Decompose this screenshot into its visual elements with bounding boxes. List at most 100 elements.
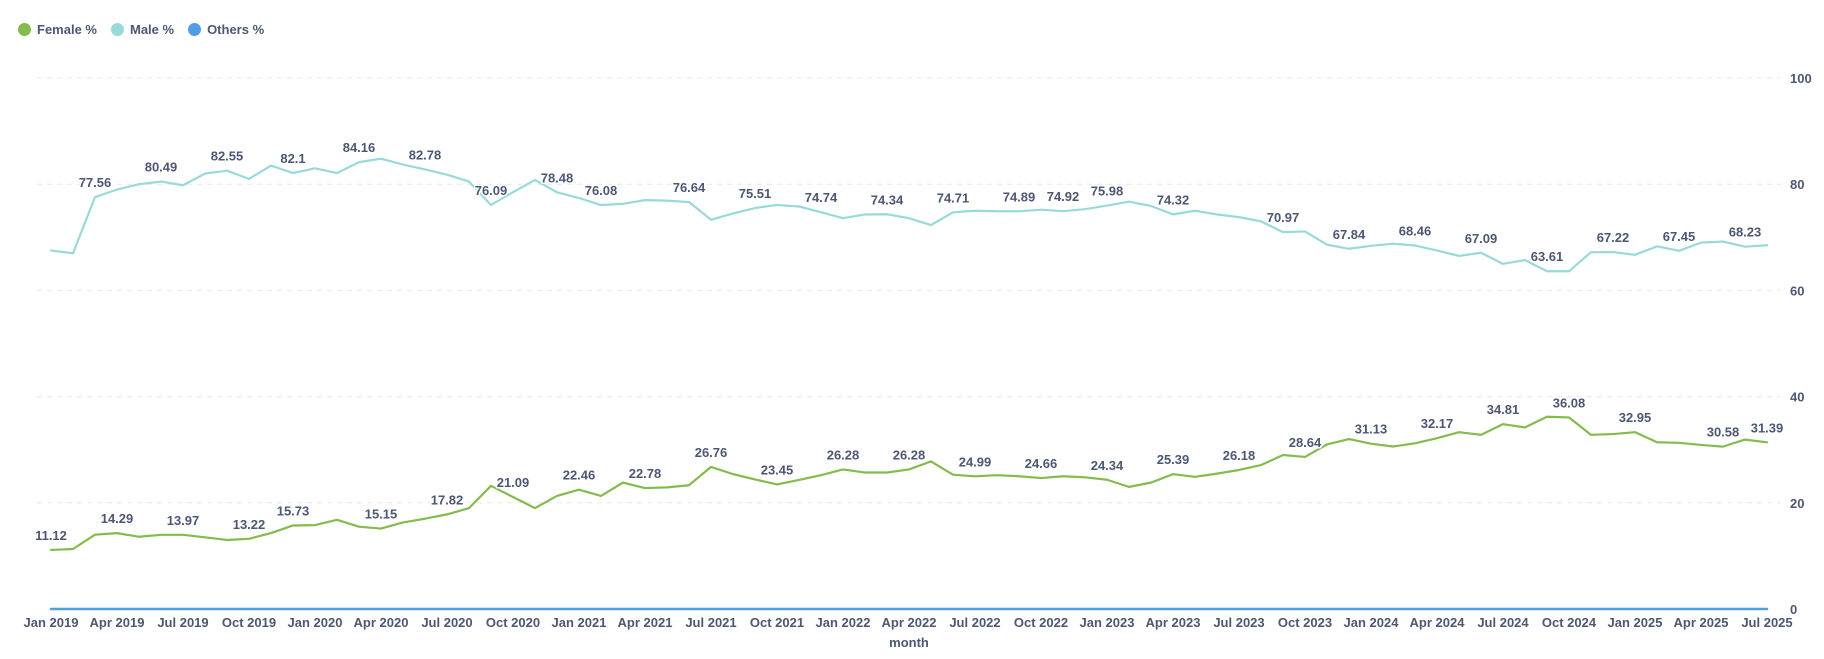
data-label: 68.46: [1399, 223, 1432, 238]
x-tick-label: Jul 2019: [157, 615, 208, 630]
x-tick-label: Apr 2021: [618, 615, 673, 630]
data-label: 26.28: [827, 447, 860, 462]
x-tick-label: Apr 2022: [882, 615, 937, 630]
data-label: 14.29: [101, 511, 134, 526]
data-label: 22.46: [563, 468, 596, 483]
series-layer: [49, 157, 1769, 611]
data-label: 75.51: [739, 186, 772, 201]
data-label-layer: 11.12 14.29 13.97 13.22 15.73 15.15 17.82 21.09…: [34, 139, 1785, 545]
data-label: 31.13: [1355, 422, 1388, 437]
x-tick-label: Jul 2023: [1213, 615, 1264, 630]
data-label: 76.08: [585, 183, 618, 198]
data-label: 31.39: [1751, 420, 1784, 435]
data-label: 13.22: [233, 517, 266, 532]
x-tick-label: Jul 2022: [949, 615, 1000, 630]
data-label: 15.15: [365, 507, 398, 522]
y-tick-label: 100: [1790, 71, 1812, 86]
data-label: 13.97: [167, 513, 200, 528]
legend-label-female: Female %: [37, 22, 97, 37]
data-label: 74.34: [871, 192, 904, 207]
data-label: 25.39: [1157, 452, 1190, 467]
x-tick-label: Oct 2021: [750, 615, 804, 630]
data-label: 77.56: [79, 175, 112, 190]
data-label: 63.61: [1531, 249, 1564, 264]
data-label: 74.89: [1003, 189, 1036, 204]
x-tick-label: Oct 2019: [222, 615, 276, 630]
legend-item-female[interactable]: Female %: [18, 22, 97, 37]
data-label: 82.1: [280, 151, 305, 166]
data-label: 26.76: [695, 445, 728, 460]
series-line-female[interactable]: [49, 415, 1769, 552]
legend-dot-male: [110, 23, 124, 36]
data-label: 11.12: [35, 528, 67, 543]
data-label: 68.23: [1729, 225, 1762, 240]
x-tick-label: Apr 2025: [1674, 615, 1729, 630]
data-label: 22.78: [629, 466, 662, 481]
legend-item-others[interactable]: Others %: [188, 22, 264, 37]
y-tick-label: 40: [1790, 390, 1804, 405]
data-label: 84.16: [343, 140, 376, 155]
data-label: 76.09: [475, 183, 508, 198]
data-label: 24.99: [959, 454, 992, 469]
data-label: 34.81: [1487, 402, 1520, 417]
data-label: 75.98: [1091, 184, 1124, 199]
grid-layer: [37, 77, 1780, 504]
data-label: 70.97: [1267, 210, 1300, 225]
series-line-male[interactable]: [49, 157, 1769, 273]
x-tick-label: Jan 2024: [1344, 615, 1400, 630]
x-axis-title: month: [889, 635, 929, 650]
x-tick-label: Apr 2023: [1146, 615, 1201, 630]
data-label: 26.28: [893, 447, 926, 462]
x-tick-label: Apr 2024: [1410, 615, 1466, 630]
data-label: 74.32: [1157, 192, 1190, 207]
legend-label-male: Male %: [129, 22, 175, 37]
data-label: 21.09: [497, 475, 530, 490]
data-label: 82.78: [409, 147, 442, 162]
data-label: 76.64: [673, 180, 706, 195]
y-tick-label: 0: [1790, 602, 1797, 617]
data-label: 74.92: [1047, 189, 1080, 204]
y-tick-label: 60: [1790, 283, 1804, 298]
x-tick-label: Jul 2021: [685, 615, 736, 630]
legend-label-others: Others %: [207, 22, 265, 37]
data-label: 24.34: [1091, 458, 1124, 473]
x-tick-label: Jan 2020: [288, 615, 343, 630]
data-label: 17.82: [431, 492, 464, 507]
data-label: 82.55: [211, 149, 244, 164]
data-label: 74.74: [805, 190, 838, 205]
data-label: 24.66: [1025, 456, 1058, 471]
data-label: 36.08: [1553, 395, 1586, 410]
x-tick-label: Apr 2020: [354, 615, 409, 630]
data-label: 67.84: [1333, 227, 1366, 242]
chart-legend: Female % Male % Others %: [18, 22, 264, 37]
y-tick-label: 20: [1790, 496, 1804, 511]
x-tick-label: Oct 2023: [1278, 615, 1332, 630]
x-tick-label: Oct 2024: [1542, 615, 1597, 630]
data-label: 80.49: [145, 160, 178, 175]
data-label: 15.73: [277, 503, 310, 518]
x-tick-label: Jul 2024: [1477, 615, 1529, 630]
y-tick-label: 80: [1790, 177, 1804, 192]
x-tick-label: Apr 2019: [90, 615, 145, 630]
data-label: 32.17: [1421, 416, 1454, 431]
axis-layer: 0 20 40 60 80 100 Jan 2019 Apr 2019 Jul 2019 Oct …: [24, 71, 1812, 630]
legend-dot-female: [18, 23, 31, 36]
x-tick-label: Oct 2022: [1014, 615, 1068, 630]
legend-dot-others: [188, 23, 202, 36]
legend-item-male[interactable]: Male %: [110, 22, 175, 37]
data-label: 74.71: [937, 190, 970, 205]
x-tick-label: Jan 2022: [816, 615, 871, 630]
data-label: 30.58: [1707, 425, 1740, 440]
data-label: 67.09: [1465, 231, 1498, 246]
data-label: 23.45: [761, 462, 794, 477]
data-label: 67.22: [1597, 230, 1630, 245]
data-label: 26.18: [1223, 448, 1256, 463]
data-label: 67.45: [1663, 229, 1696, 244]
x-tick-label: Jan 2019: [24, 615, 79, 630]
data-label: 32.95: [1619, 410, 1652, 425]
data-label: 78.48: [541, 170, 574, 185]
x-tick-label: Jul 2020: [421, 615, 472, 630]
x-tick-label: Jan 2021: [552, 615, 607, 630]
